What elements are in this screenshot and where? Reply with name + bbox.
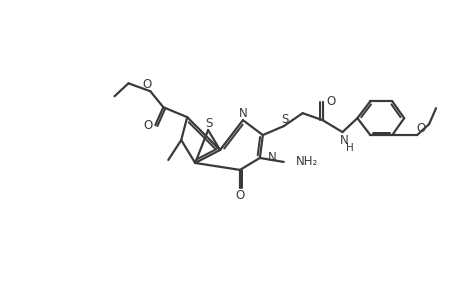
Text: O: O (144, 118, 153, 132)
Text: O: O (415, 122, 425, 135)
Text: O: O (142, 78, 151, 91)
Text: N: N (339, 134, 348, 146)
Text: O: O (235, 189, 244, 202)
Text: S: S (205, 117, 213, 130)
Text: S: S (280, 112, 288, 126)
Text: N: N (238, 107, 247, 120)
Text: N: N (267, 152, 276, 164)
Text: NH₂: NH₂ (295, 155, 317, 168)
Text: H: H (345, 143, 353, 153)
Text: O: O (325, 95, 335, 108)
